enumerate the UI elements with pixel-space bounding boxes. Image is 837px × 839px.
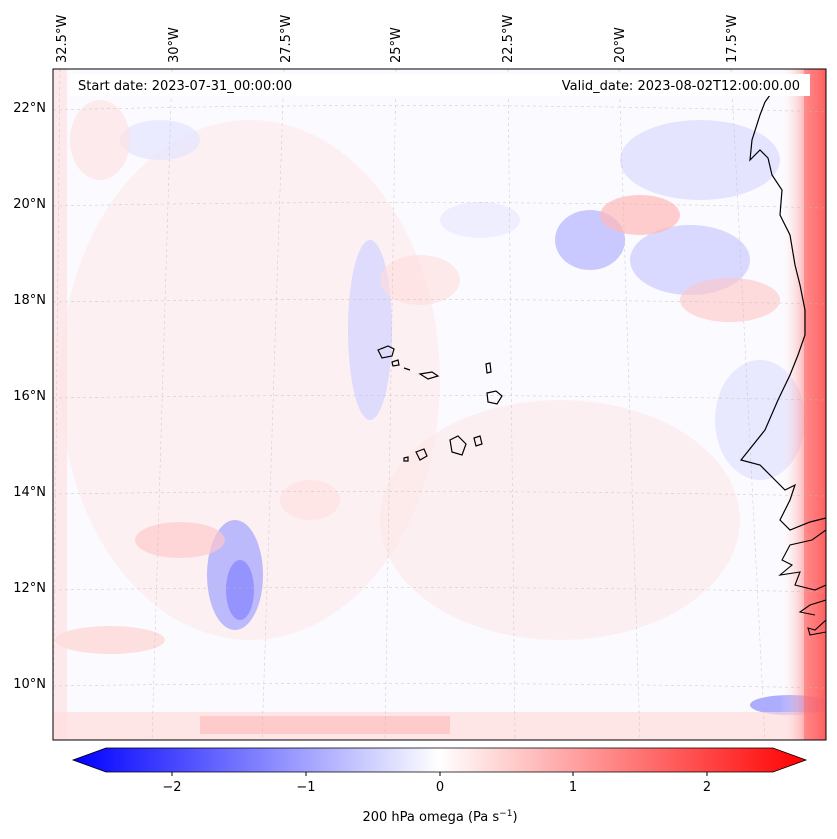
gridlines xyxy=(53,69,826,740)
colorbar-tick-label: −1 xyxy=(296,780,315,795)
lat-label: 20°N xyxy=(13,197,46,212)
cape-verde-islands xyxy=(377,345,503,462)
colorbar-body xyxy=(71,747,808,773)
lat-label: 16°N xyxy=(13,389,46,404)
colorbar-tick-label: 1 xyxy=(569,780,577,795)
latitude-labels: 22°N 20°N 18°N 16°N 14°N 12°N 10°N xyxy=(13,101,46,692)
lon-label: 25°W xyxy=(389,27,404,63)
map-frame xyxy=(52,68,827,741)
map-panel xyxy=(53,69,826,740)
lon-label: 32.5°W xyxy=(55,15,70,63)
colorbar-tick-label: −2 xyxy=(162,780,181,795)
header-banner xyxy=(70,74,810,96)
lon-label: 30°W xyxy=(167,27,182,63)
lat-label: 12°N xyxy=(13,581,46,596)
lat-label: 10°N xyxy=(13,677,46,692)
start-date-label: Start date: 2023-07-31_00:00:00 xyxy=(78,79,292,94)
colorbar: −2 −1 0 1 2 200 hPa omega (Pa s−1) xyxy=(71,747,808,825)
lat-label: 14°N xyxy=(13,485,46,500)
colorbar-title: 200 hPa omega (Pa s−1) xyxy=(362,809,517,825)
colorbar-title-text: 200 hPa omega (Pa s xyxy=(362,810,499,825)
longitude-labels: 32.5°W 30°W 27.5°W 25°W 22.5°W 20°W 17.5… xyxy=(55,15,740,63)
valid-date-label: Valid_date: 2023-08-02T12:00:00.00 xyxy=(562,79,800,94)
lon-label: 17.5°W xyxy=(725,15,740,63)
lat-label: 22°N xyxy=(13,101,46,116)
lon-label: 22.5°W xyxy=(501,15,516,63)
lon-label: 27.5°W xyxy=(279,15,294,63)
colorbar-title-exp: −1 xyxy=(499,809,512,819)
colorbar-tick-label: 0 xyxy=(436,780,444,795)
lat-label: 18°N xyxy=(13,293,46,308)
lon-label: 20°W xyxy=(613,27,628,63)
colorbar-tick-label: 2 xyxy=(703,780,711,795)
colorbar-title-close: ) xyxy=(512,810,517,825)
africa-coastline-south xyxy=(778,529,826,636)
colorbar-ticks xyxy=(171,772,708,776)
africa-coastline xyxy=(739,94,826,531)
